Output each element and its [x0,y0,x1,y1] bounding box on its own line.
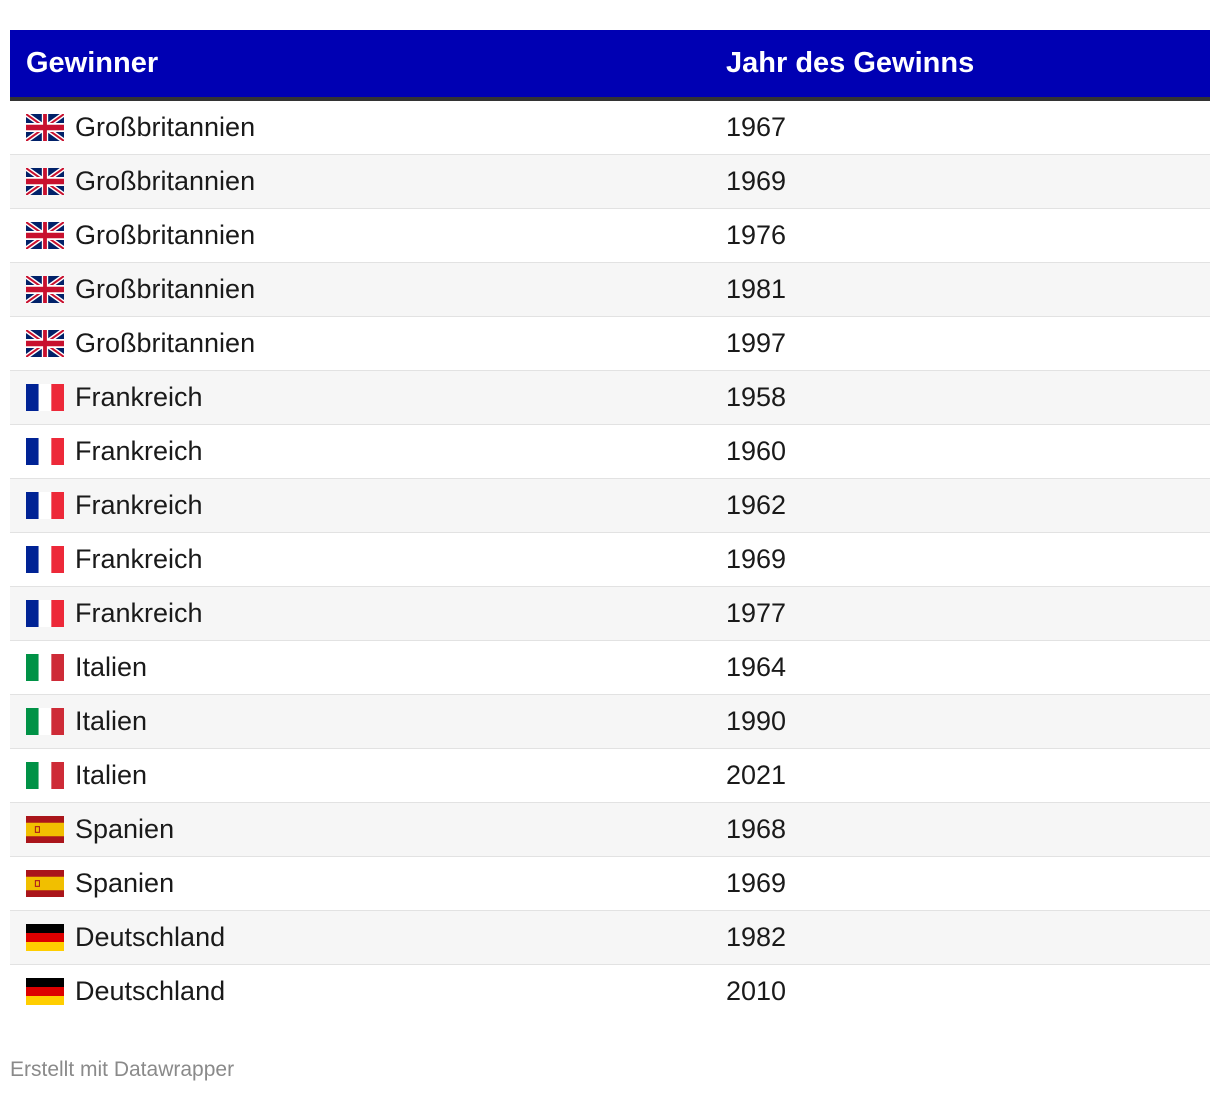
country-name: Italien [75,760,148,790]
winner-cell: Großbritannien [10,220,726,251]
year-cell: 1962 [726,490,787,520]
table-row: Italien 1964 [10,641,1210,695]
winner-cell: Italien [10,760,726,791]
winner-cell: Großbritannien [10,274,726,305]
year-cell: 1968 [726,814,787,844]
year-cell: 1981 [726,274,787,304]
table-row: Großbritannien 1997 [10,317,1210,371]
country-name: Großbritannien [75,166,256,196]
year-cell: 1977 [726,598,787,628]
year-cell: 2010 [726,976,787,1006]
winner-cell: Großbritannien [10,112,726,143]
winner-cell: Frankreich [10,382,726,413]
year-cell: 2021 [726,760,787,790]
uk-flag-icon [26,276,64,303]
france-flag-icon [26,546,64,573]
winner-cell: Spanien [10,868,726,899]
germany-flag-icon [26,924,64,951]
winner-cell: Frankreich [10,544,726,575]
country-name: Frankreich [75,544,203,574]
winner-cell: Frankreich [10,436,726,467]
table-row: Deutschland 2010 [10,965,1210,1018]
winner-cell: Italien [10,706,726,737]
table-row: Großbritannien 1981 [10,263,1210,317]
winner-cell: Deutschland [10,976,726,1007]
spain-flag-icon [26,870,64,897]
country-name: Großbritannien [75,274,256,304]
year-cell: 1969 [726,544,787,574]
table-row: Deutschland 1982 [10,911,1210,965]
year-cell: 1958 [726,382,787,412]
winner-cell: Italien [10,652,726,683]
winners-table: Gewinner Jahr des Gewinns Großbritannien… [10,30,1210,1018]
table-row: Frankreich 1977 [10,587,1210,641]
winner-cell: Frankreich [10,598,726,629]
italy-flag-icon [26,708,64,735]
year-cell: 1997 [726,328,787,358]
year-cell: 1960 [726,436,787,466]
table-row: Spanien 1968 [10,803,1210,857]
table-row: Frankreich 1960 [10,425,1210,479]
country-name: Frankreich [75,436,203,466]
france-flag-icon [26,600,64,627]
country-name: Frankreich [75,490,203,520]
table-row: Großbritannien 1967 [10,101,1210,155]
table-row: Italien 2021 [10,749,1210,803]
table-body: Großbritannien 1967 Großbritannien 1969 Groß… [10,101,1210,1018]
year-cell: 1969 [726,166,787,196]
france-flag-icon [26,438,64,465]
france-flag-icon [26,384,64,411]
country-name: Großbritannien [75,112,256,142]
table-row: Großbritannien 1976 [10,209,1210,263]
country-name: Italien [75,706,148,736]
year-cell: 1969 [726,868,787,898]
uk-flag-icon [26,222,64,249]
uk-flag-icon [26,168,64,195]
year-cell: 1967 [726,112,787,142]
table-header: Gewinner Jahr des Gewinns [10,30,1210,101]
country-name: Deutschland [75,976,226,1006]
country-name: Frankreich [75,382,203,412]
country-name: Spanien [75,868,175,898]
column-header-winner[interactable]: Gewinner [26,47,159,79]
winner-cell: Frankreich [10,490,726,521]
country-name: Spanien [75,814,175,844]
uk-flag-icon [26,330,64,357]
country-name: Frankreich [75,598,203,628]
table-row: Italien 1990 [10,695,1210,749]
country-name: Großbritannien [75,328,256,358]
germany-flag-icon [26,978,64,1005]
winner-cell: Spanien [10,814,726,845]
winner-cell: Großbritannien [10,328,726,359]
france-flag-icon [26,492,64,519]
country-name: Großbritannien [75,220,256,250]
footer-credit[interactable]: Erstellt mit Datawrapper [10,1058,235,1081]
italy-flag-icon [26,762,64,789]
winner-cell: Großbritannien [10,166,726,197]
country-name: Deutschland [75,922,226,952]
italy-flag-icon [26,654,64,681]
winner-cell: Deutschland [10,922,726,953]
year-cell: 1964 [726,652,787,682]
table-row: Großbritannien 1969 [10,155,1210,209]
column-header-year[interactable]: Jahr des Gewinns [726,47,975,79]
table-row: Frankreich 1962 [10,479,1210,533]
year-cell: 1990 [726,706,787,736]
spain-flag-icon [26,816,64,843]
uk-flag-icon [26,114,64,141]
table-row: Spanien 1969 [10,857,1210,911]
year-cell: 1976 [726,220,787,250]
table-row: Frankreich 1958 [10,371,1210,425]
year-cell: 1982 [726,922,787,952]
table-row: Frankreich 1969 [10,533,1210,587]
country-name: Italien [75,652,148,682]
